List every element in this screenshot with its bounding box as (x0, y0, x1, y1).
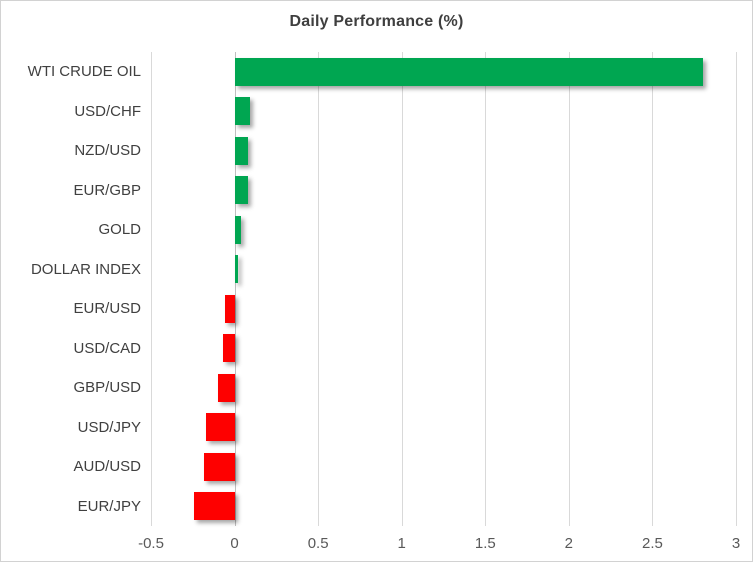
bar-usd-chf (234, 97, 250, 126)
bar-track (151, 447, 736, 487)
bar-track (151, 289, 736, 329)
category-label: USD/CAD (73, 339, 141, 357)
category-label: DOLLAR INDEX (30, 260, 141, 278)
bar-track (151, 52, 736, 92)
bar-track (151, 487, 736, 527)
bar-gold (234, 215, 242, 244)
category-axis: WTI CRUDE OIL USD/CHF NZD/USD EUR/GBP GOLD DO… (1, 52, 151, 526)
x-tick-label: -0.5 (138, 535, 164, 552)
bar-track (151, 408, 736, 448)
category-label: USD/CHF (74, 102, 141, 120)
gridline (736, 52, 737, 526)
category-label: AUD/USD (73, 458, 141, 476)
chart-title: Daily Performance (%) (289, 13, 464, 30)
gridline (318, 52, 320, 526)
bar-gbp-usd (217, 373, 235, 402)
x-tick-label: 3 (731, 535, 741, 552)
bar-aud-usd (204, 452, 235, 481)
plot-area (151, 52, 737, 526)
category-label: GOLD (98, 221, 141, 239)
bar-nzd-usd (234, 136, 248, 165)
gridline (485, 52, 487, 526)
x-tick-label: 0 (230, 535, 239, 552)
bar-series (151, 52, 736, 526)
x-tick-label: 2 (564, 535, 574, 552)
x-tick-label: 1.5 (474, 535, 496, 552)
gridline (151, 52, 152, 526)
x-tick-label: 0.5 (307, 535, 329, 552)
bar-track (151, 250, 736, 290)
x-axis-ticks: -0.5 0 0.5 1 1.5 2 2.5 3 (138, 526, 740, 560)
category-label: USD/JPY (77, 418, 141, 436)
bar-dollar-index (234, 255, 238, 284)
category-label: EUR/JPY (77, 497, 141, 515)
bar-usd-jpy (206, 413, 235, 442)
category-label: WTI CRUDE OIL (27, 63, 141, 81)
gridline (401, 52, 403, 526)
zero-axis-line (234, 52, 236, 526)
bar-track (151, 171, 736, 211)
x-tick-label: 2.5 (641, 535, 663, 552)
gridline (652, 52, 654, 526)
category-label: EUR/GBP (73, 181, 141, 199)
x-axis: -0.5 0 0.5 1 1.5 2 2.5 3 (1, 526, 752, 560)
bar-eur-gbp (234, 176, 248, 205)
bar-usd-cad (222, 334, 235, 363)
chart-body: WTI CRUDE OIL USD/CHF NZD/USD EUR/GBP GOLD DO… (1, 52, 752, 526)
bar-eur-usd (224, 294, 235, 323)
category-label: EUR/USD (73, 300, 141, 318)
category-label: GBP/USD (73, 379, 141, 397)
bar-track (151, 131, 736, 171)
bar-track (151, 368, 736, 408)
bar-track (151, 92, 736, 132)
bar-wti-crude-oil (234, 57, 703, 86)
gridline (568, 52, 570, 526)
x-tick-label: 1 (397, 535, 406, 552)
category-label: NZD/USD (74, 142, 141, 160)
bar-track (151, 210, 736, 250)
x-axis-spacer (1, 526, 151, 560)
bar-eur-jpy (194, 492, 235, 521)
bar-track (151, 329, 736, 369)
